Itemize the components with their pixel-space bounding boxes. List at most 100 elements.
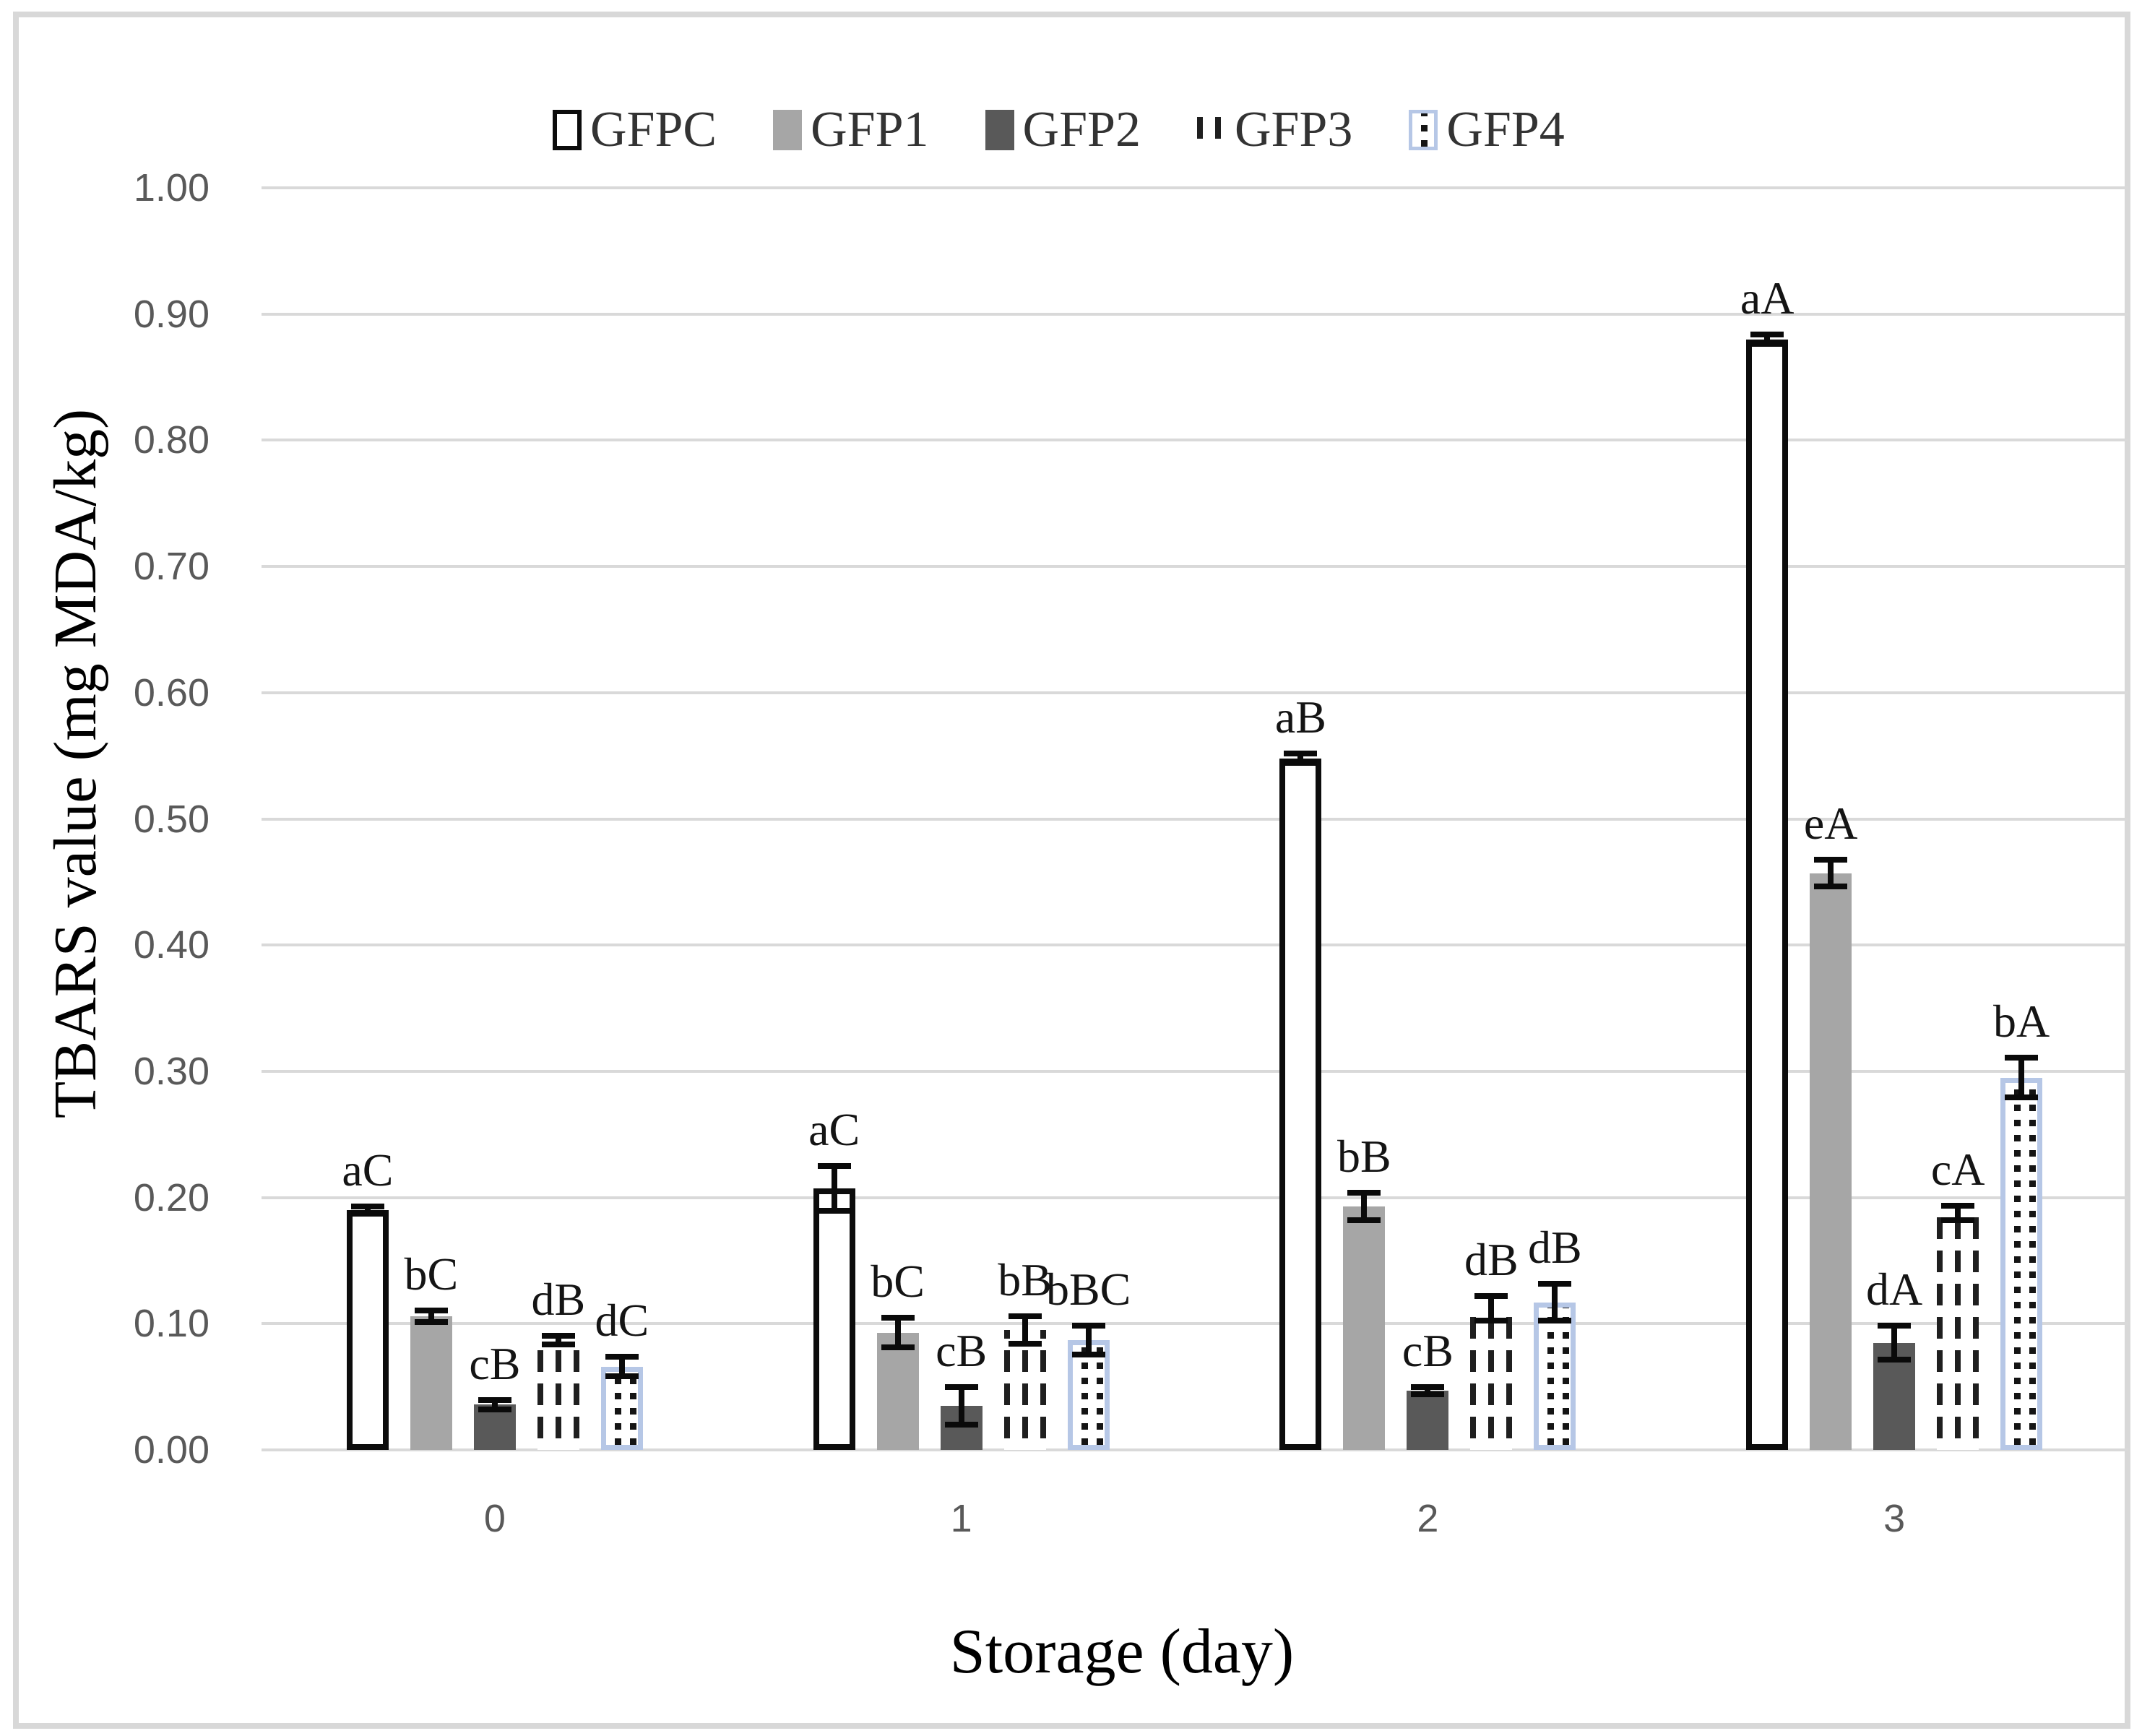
x-category-label: 1 <box>950 1497 972 1540</box>
x-category-label: 2 <box>1417 1497 1439 1540</box>
error-bar-line <box>1828 856 1834 890</box>
error-bar-cap-bottom <box>1474 1318 1508 1324</box>
bar-gfp3-day3 <box>1937 1212 1979 1450</box>
error-bar-cap-top <box>1474 1293 1508 1300</box>
error-bar-cap-bottom <box>1878 1357 1912 1363</box>
error-bar-cap-bottom <box>1538 1318 1572 1324</box>
legend-swatch-gfp3 <box>1196 110 1226 150</box>
error-bar-cap-top <box>1008 1313 1042 1320</box>
significance-label: cA <box>1930 1143 1985 1195</box>
error-bar-cap-top <box>350 1204 384 1210</box>
bar-gfp3-day1 <box>1003 1330 1046 1450</box>
significance-label: bB <box>998 1254 1052 1306</box>
error-bar-cap-top <box>414 1307 448 1313</box>
error-bar-line <box>428 1307 434 1326</box>
error-bar-cap-top <box>1941 1202 1975 1209</box>
legend-item-gfp2: GFP2 <box>985 105 1141 155</box>
legend-swatch-gfp4 <box>1409 110 1438 150</box>
y-tick-label: 0.00 <box>133 1428 210 1472</box>
error-bar-cap-bottom <box>2005 1094 2039 1101</box>
y-tick-label: 0.40 <box>133 923 210 967</box>
legend-label: GFP3 <box>1234 102 1353 157</box>
legend-item-gfp4: GFP4 <box>1409 105 1565 155</box>
error-bar-line <box>1891 1322 1898 1363</box>
error-bar-cap-bottom <box>541 1342 575 1348</box>
error-bar-cap-top <box>541 1332 575 1339</box>
significance-label: dB <box>1528 1221 1582 1273</box>
error-bar-line <box>1297 751 1304 766</box>
error-bar-cap-bottom <box>1008 1340 1042 1347</box>
significance-label: dC <box>595 1295 649 1347</box>
error-bar-cap-top <box>605 1354 639 1360</box>
error-bar-line <box>1955 1202 1961 1223</box>
error-bar-line <box>1361 1190 1368 1223</box>
significance-label: cB <box>1402 1325 1454 1377</box>
error-bar-cap-top <box>1814 856 1848 863</box>
bar-gfpc-day2 <box>1279 758 1322 1450</box>
error-bar-cap-bottom <box>1411 1391 1445 1397</box>
y-tick-label: 0.60 <box>133 670 210 714</box>
y-tick-label: 0.10 <box>133 1302 210 1346</box>
legend-item-gfp1: GFP1 <box>773 105 929 155</box>
gridline-0.60 <box>262 691 2128 694</box>
error-bar-line <box>1022 1313 1028 1347</box>
bar-gfp4-day3 <box>2000 1077 2043 1450</box>
error-bar-line <box>958 1384 964 1428</box>
significance-label: cB <box>936 1325 988 1377</box>
bar-gfp1-day1 <box>876 1332 919 1450</box>
legend-swatch-gfp1 <box>773 110 803 150</box>
error-bar-line <box>1425 1384 1431 1397</box>
bar-gfpc-day3 <box>1746 339 1789 1450</box>
legend-label: GFPC <box>590 102 717 157</box>
error-bar-cap-bottom <box>944 1421 978 1428</box>
significance-label: dB <box>1464 1234 1519 1286</box>
error-bar-line <box>555 1332 561 1348</box>
error-bar-cap-top <box>881 1315 915 1321</box>
legend-swatch-gfp2 <box>985 110 1014 150</box>
error-bar-cap-bottom <box>1941 1217 1975 1223</box>
gridline-0.00 <box>262 1448 2128 1451</box>
bar-gfp3-day0 <box>537 1340 579 1450</box>
bar-gfpc-day0 <box>346 1210 389 1450</box>
bar-gfp1-day3 <box>1810 873 1852 1450</box>
bar-gfp1-day0 <box>410 1316 452 1450</box>
legend: GFPC GFP1 GFP2 GFP3 GFP4 <box>553 105 1565 155</box>
x-category-label: 0 <box>483 1497 506 1540</box>
y-tick-label: 0.90 <box>133 292 210 336</box>
error-bar-line <box>1488 1293 1495 1324</box>
y-axis-title: TBARS value (mg MDA/kg) <box>42 408 109 1119</box>
error-bar-cap-top <box>1878 1322 1912 1329</box>
significance-label: bA <box>1993 996 2050 1048</box>
error-bar-cap-bottom <box>1284 760 1318 766</box>
significance-label: bC <box>404 1248 459 1300</box>
gridline-0.10 <box>262 1322 2128 1326</box>
y-tick-label: 1.00 <box>133 166 210 210</box>
error-bar-line <box>491 1396 498 1412</box>
error-bar-line <box>618 1354 625 1380</box>
error-bar-cap-top <box>1071 1322 1105 1329</box>
significance-label: dB <box>531 1273 586 1325</box>
gridline-0.90 <box>262 312 2128 316</box>
error-bar-line <box>831 1163 837 1214</box>
bar-gfp1-day2 <box>1343 1206 1386 1450</box>
gridline-0.30 <box>262 1069 2128 1073</box>
error-bar-line <box>894 1315 901 1350</box>
gridline-0.20 <box>262 1196 2128 1199</box>
error-bar-cap-top <box>1538 1280 1572 1287</box>
legend-item-gfp3: GFP3 <box>1196 102 1353 157</box>
significance-label: aB <box>1274 691 1326 743</box>
legend-label: GFP2 <box>1022 102 1141 157</box>
error-bar-cap-bottom <box>478 1406 511 1412</box>
x-axis-title: Storage (day) <box>949 1617 1295 1687</box>
error-bar-cap-top <box>1284 751 1318 757</box>
bar-gfp3-day2 <box>1470 1308 1513 1450</box>
error-bar-line <box>1552 1280 1558 1324</box>
error-bar-line <box>1085 1322 1092 1358</box>
error-bar-line <box>2018 1055 2025 1101</box>
gridline-1.00 <box>262 186 2128 189</box>
y-tick-label: 0.80 <box>133 418 210 462</box>
significance-label: bBC <box>1045 1263 1131 1315</box>
error-bar-cap-bottom <box>1750 341 1784 347</box>
error-bar-cap-top <box>944 1384 978 1391</box>
